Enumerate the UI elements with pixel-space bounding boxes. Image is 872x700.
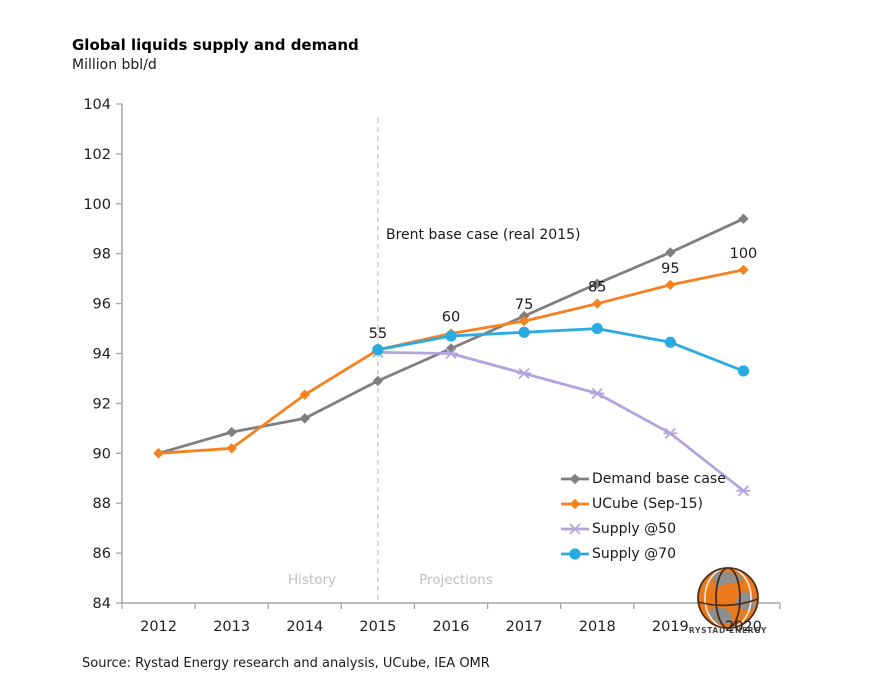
series-line [377, 350, 745, 492]
marker-asterisk [590, 387, 605, 400]
point-label: 100 [730, 246, 758, 262]
x-tick-label: 2016 [433, 619, 470, 635]
tick-labels-layer: 84 86 88 90 92 94 96 98 100 102 104 2012 2013 2014 201… [83, 97, 762, 635]
point-label: 60 [442, 310, 460, 326]
axes-layer [116, 103, 781, 609]
series-line [377, 327, 744, 373]
x-tick-label: 2015 [359, 619, 396, 635]
x-tick-label: 2020 [725, 619, 762, 635]
series-layer [153, 213, 751, 497]
marker-circle [591, 322, 603, 335]
y-tick-label: 94 [93, 347, 111, 363]
series-supply50 [370, 346, 751, 497]
rystad-logo: RYSTAD ENERGY [689, 567, 767, 635]
marker-circle [737, 365, 750, 377]
y-tick-label: 102 [83, 147, 111, 163]
y-tick-label: 98 [93, 247, 111, 263]
marker-circle [372, 344, 384, 356]
legend-label-ucube: UCube (Sep-15) [592, 496, 704, 512]
marker-asterisk [568, 523, 582, 535]
chart-subtitle: Million bbl/d [72, 57, 157, 73]
marker-diamond [592, 278, 603, 289]
globe-equator [697, 598, 759, 607]
source-text: Source: Rystad Energy research and analy… [82, 656, 490, 671]
marker-circle [664, 336, 676, 348]
legend-item-demand-base-case: Demand base case [560, 470, 726, 488]
point-label: 95 [661, 261, 679, 277]
marker-diamond [665, 247, 676, 258]
legend-item-supply-70: Supply @70 [560, 545, 726, 563]
x-tick-label: 2014 [286, 619, 323, 635]
point-label: 75 [515, 297, 533, 313]
y-tick-label: 90 [93, 446, 111, 462]
y-tick-label: 92 [93, 396, 111, 412]
y-tick-label: 84 [93, 596, 111, 612]
marker-diamond [665, 279, 676, 291]
chart-legend: Demand base case UCube (Sep-15) Supply @… [560, 470, 726, 563]
marker-diamond [738, 213, 749, 224]
marker-circle [569, 548, 581, 560]
marker-asterisk [517, 367, 532, 380]
data-labels-layer: 55 60 75 85 95 100 [369, 246, 758, 342]
logo-wordmark: RYSTAD ENERGY [689, 626, 767, 635]
marker-diamond [372, 375, 384, 387]
marker-diamond [226, 426, 237, 438]
x-tick-label: 2019 [652, 619, 689, 635]
marker-diamond [518, 315, 530, 327]
y-tick-label: 104 [83, 97, 111, 113]
y-tick-label: 88 [93, 496, 111, 512]
marker-asterisk [444, 347, 458, 360]
marker-diamond [569, 473, 581, 485]
marker-circle [518, 326, 530, 338]
marker-diamond [299, 389, 310, 400]
legend-swatch-supply50 [561, 523, 589, 535]
y-tick-label: 100 [83, 197, 111, 213]
marker-diamond [153, 448, 164, 459]
x-tick-label: 2018 [579, 619, 616, 635]
legend-label-supply70: Supply @70 [592, 546, 676, 562]
marker-diamond [226, 443, 237, 454]
marker-asterisk [736, 485, 751, 497]
marker-asterisk [663, 427, 678, 439]
marker-diamond [299, 413, 310, 424]
point-label: 55 [369, 326, 387, 342]
x-tick-label: 2012 [140, 619, 177, 635]
point-label: 85 [588, 280, 606, 296]
series-supply70 [372, 322, 750, 377]
marker-circle [445, 330, 457, 342]
legend-swatch-ucube [561, 498, 589, 510]
chart-title: Global liquids supply and demand [72, 36, 359, 54]
x-tick-label: 2017 [506, 619, 543, 635]
marker-diamond [592, 298, 603, 309]
globe-patch [708, 606, 733, 625]
x-tick-label: 2013 [213, 619, 250, 635]
annotation-brent-base-case: Brent base case (real 2015) [386, 227, 581, 243]
legend-swatch-supply70 [561, 548, 589, 560]
marker-diamond [738, 264, 749, 276]
legend-item-ucube: UCube (Sep-15) [560, 495, 726, 513]
legend-label-supply50: Supply @50 [592, 521, 676, 537]
y-tick-label: 86 [93, 546, 111, 562]
legend-swatch-demand [561, 473, 589, 485]
legend-item-supply-50: Supply @50 [560, 520, 726, 538]
y-tick-label: 96 [93, 297, 111, 313]
projections-label: Projections [419, 572, 493, 588]
history-label: History [287, 572, 337, 588]
marker-diamond [569, 498, 581, 510]
globe-outline [697, 567, 759, 629]
legend-label-demand: Demand base case [592, 471, 726, 487]
